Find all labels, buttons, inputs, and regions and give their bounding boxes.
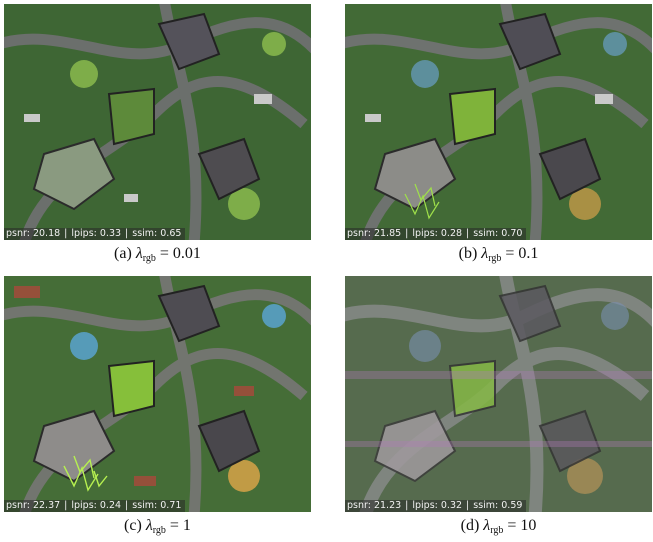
render-image-c: psnr: 22.37 | lpips: 0.24 | ssim: 0.71 — [4, 276, 311, 512]
lambda-symbol: λ — [483, 517, 491, 534]
caption-label: (a) — [114, 245, 132, 262]
caption-a: (a) λrgb = 0.01 — [4, 243, 311, 265]
caption-b: (b) λrgb = 0.1 — [345, 243, 652, 265]
caption-d: (d) λrgb = 10 — [345, 515, 652, 537]
render-image-a: psnr: 20.18 | lpips: 0.33 | ssim: 0.65 — [4, 4, 311, 240]
separator: | — [405, 500, 409, 511]
lambda-symbol: λ — [481, 245, 489, 262]
lambda-value: = 10 — [507, 517, 537, 534]
metrics-overlay-c: psnr: 22.37 | lpips: 0.24 | ssim: 0.71 — [4, 500, 186, 512]
figure-panel-b: psnr: 21.85 | lpips: 0.28 | ssim: 0.70 (b) λ… — [345, 4, 652, 265]
aerial-render-b — [345, 4, 652, 240]
aerial-render-c — [4, 276, 311, 512]
lambda-symbol: λ — [135, 245, 143, 262]
figure-panel-d: psnr: 21.23 | lpips: 0.32 | ssim: 0.59 (d) λ… — [345, 276, 652, 537]
psnr-value: psnr: 21.23 — [347, 500, 402, 511]
figure-panel-a: psnr: 20.18 | lpips: 0.33 | ssim: 0.65 (a) λ… — [4, 4, 311, 265]
separator: | — [125, 228, 129, 239]
ssim-value: ssim: 0.65 — [132, 228, 182, 239]
render-image-b: psnr: 21.85 | lpips: 0.28 | ssim: 0.70 — [345, 4, 652, 240]
lambda-subscript: rgb — [152, 525, 166, 536]
caption-label: (b) — [458, 245, 478, 262]
figure-panel-c: psnr: 22.37 | lpips: 0.24 | ssim: 0.71 (c) λ… — [4, 276, 311, 537]
separator: | — [466, 228, 470, 239]
lambda-subscript: rgb — [490, 525, 504, 536]
separator: | — [64, 228, 68, 239]
lambda-symbol: λ — [145, 517, 153, 534]
psnr-value: psnr: 20.18 — [6, 228, 61, 239]
separator: | — [405, 228, 409, 239]
ssim-value: ssim: 0.59 — [473, 500, 523, 511]
lambda-value: = 0.1 — [505, 245, 539, 262]
lpips-value: lpips: 0.28 — [412, 228, 463, 239]
caption-label: (c) — [124, 517, 142, 534]
ssim-value: ssim: 0.70 — [473, 228, 523, 239]
separator: | — [64, 500, 68, 511]
lambda-value: = 0.01 — [159, 245, 201, 262]
metrics-overlay-b: psnr: 21.85 | lpips: 0.28 | ssim: 0.70 — [345, 228, 527, 240]
metrics-overlay-d: psnr: 21.23 | lpips: 0.32 | ssim: 0.59 — [345, 500, 527, 512]
lpips-value: lpips: 0.24 — [71, 500, 122, 511]
psnr-value: psnr: 22.37 — [6, 500, 61, 511]
caption-c: (c) λrgb = 1 — [4, 515, 311, 537]
render-image-d: psnr: 21.23 | lpips: 0.32 | ssim: 0.59 — [345, 276, 652, 512]
caption-label: (d) — [460, 517, 480, 534]
lambda-subscript: rgb — [488, 253, 502, 264]
metrics-overlay-a: psnr: 20.18 | lpips: 0.33 | ssim: 0.65 — [4, 228, 186, 240]
lambda-subscript: rgb — [142, 253, 156, 264]
separator: | — [466, 500, 470, 511]
separator: | — [125, 500, 129, 511]
aerial-render-a — [4, 4, 311, 240]
lpips-value: lpips: 0.32 — [412, 500, 463, 511]
lambda-value: = 1 — [169, 517, 191, 534]
psnr-value: psnr: 21.85 — [347, 228, 402, 239]
lpips-value: lpips: 0.33 — [71, 228, 122, 239]
aerial-render-d — [345, 276, 652, 512]
ssim-value: ssim: 0.71 — [132, 500, 182, 511]
